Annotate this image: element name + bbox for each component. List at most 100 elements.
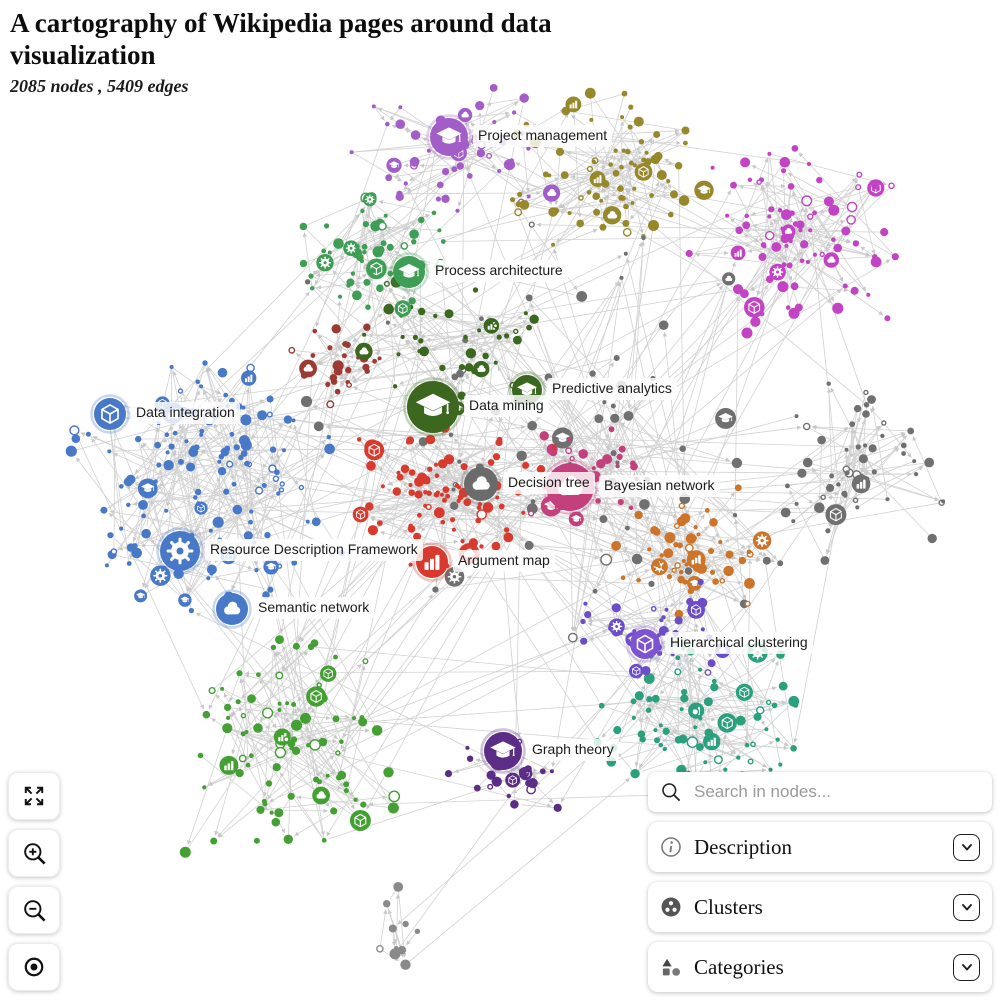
graph-node[interactable] bbox=[679, 707, 684, 712]
graph-node[interactable] bbox=[802, 457, 813, 468]
graph-node[interactable] bbox=[208, 528, 213, 533]
graph-node[interactable] bbox=[709, 518, 718, 527]
graph-node[interactable] bbox=[154, 441, 162, 449]
graph-node[interactable] bbox=[817, 435, 826, 445]
graph-node[interactable] bbox=[610, 450, 617, 457]
graph-node[interactable] bbox=[654, 737, 660, 744]
graph-node[interactable] bbox=[639, 499, 650, 510]
graph-node[interactable] bbox=[718, 539, 723, 545]
graph-node[interactable] bbox=[816, 176, 823, 184]
graph-node[interactable] bbox=[400, 242, 409, 250]
graph-node[interactable] bbox=[530, 499, 536, 504]
graph-node[interactable] bbox=[439, 364, 446, 372]
graph-node[interactable] bbox=[220, 686, 225, 691]
graph-label-hierarchical-clustering[interactable]: Hierarchical clustering bbox=[665, 632, 813, 654]
graph-node[interactable] bbox=[300, 712, 311, 724]
graph-node[interactable] bbox=[476, 505, 482, 511]
fullscreen-button[interactable] bbox=[8, 772, 60, 820]
graph-node[interactable] bbox=[742, 221, 751, 230]
graph-node[interactable] bbox=[217, 467, 227, 476]
graph-node[interactable] bbox=[119, 526, 124, 531]
graph-node[interactable] bbox=[941, 499, 946, 504]
categories-collapse-button[interactable] bbox=[953, 953, 980, 981]
graph-node[interactable] bbox=[844, 470, 850, 476]
graph-node[interactable] bbox=[812, 210, 817, 216]
graph-node[interactable] bbox=[709, 569, 716, 575]
graph-node[interactable] bbox=[552, 207, 560, 215]
graph-node[interactable] bbox=[173, 568, 184, 579]
graph-node[interactable] bbox=[539, 431, 549, 441]
graph-node[interactable] bbox=[617, 498, 624, 506]
graph-node[interactable] bbox=[141, 513, 147, 519]
graph-node[interactable] bbox=[364, 368, 370, 374]
graph-node[interactable] bbox=[486, 152, 493, 159]
graph-node[interactable] bbox=[780, 233, 790, 244]
graph-node[interactable] bbox=[336, 774, 342, 781]
graph-node[interactable] bbox=[311, 517, 321, 527]
graph-node[interactable] bbox=[661, 615, 666, 620]
graph-node[interactable] bbox=[282, 448, 286, 453]
graph-node[interactable] bbox=[611, 603, 621, 613]
graph-node[interactable] bbox=[402, 920, 409, 928]
graph-node[interactable] bbox=[622, 227, 632, 237]
graph-node[interactable] bbox=[496, 436, 503, 443]
graph-node[interactable] bbox=[444, 770, 453, 778]
graph-node[interactable] bbox=[274, 746, 287, 759]
graph-node[interactable] bbox=[780, 168, 787, 174]
graph-node[interactable] bbox=[440, 239, 446, 244]
graph-node[interactable] bbox=[350, 271, 356, 276]
graph-node[interactable] bbox=[697, 578, 704, 586]
graph-node[interactable] bbox=[863, 389, 869, 396]
graph-node[interactable] bbox=[241, 405, 246, 410]
graph-node[interactable] bbox=[528, 221, 535, 228]
graph-node[interactable] bbox=[475, 101, 485, 111]
graph-node[interactable] bbox=[826, 483, 834, 492]
graph-node[interactable] bbox=[255, 486, 264, 495]
graph-node[interactable] bbox=[610, 403, 616, 409]
graph-node[interactable] bbox=[800, 240, 809, 249]
graph-label-semantic-network[interactable]: Semantic network bbox=[253, 597, 375, 619]
graph-node[interactable] bbox=[791, 519, 796, 524]
graph-node[interactable] bbox=[666, 574, 673, 580]
graph-node[interactable] bbox=[291, 719, 303, 731]
graph-node[interactable] bbox=[832, 302, 844, 314]
graph-node[interactable] bbox=[223, 392, 229, 398]
graph-node[interactable] bbox=[464, 363, 474, 372]
graph-node[interactable] bbox=[468, 538, 478, 548]
graph-node[interactable] bbox=[521, 510, 526, 515]
graph-node[interactable] bbox=[408, 489, 416, 497]
graph-node[interactable] bbox=[388, 924, 397, 933]
graph-node[interactable] bbox=[624, 148, 631, 155]
graph-node[interactable] bbox=[767, 151, 772, 156]
graph-node[interactable] bbox=[734, 484, 742, 492]
graph-node[interactable] bbox=[385, 320, 390, 325]
graph-node[interactable] bbox=[787, 183, 795, 190]
graph-node[interactable] bbox=[846, 201, 858, 213]
graph-node[interactable] bbox=[414, 928, 421, 934]
graph-node[interactable] bbox=[239, 435, 250, 446]
graph-node[interactable] bbox=[661, 564, 668, 571]
graph-node[interactable] bbox=[516, 450, 527, 461]
graph-node[interactable] bbox=[451, 527, 456, 532]
graph-node[interactable] bbox=[671, 567, 677, 573]
graph-node[interactable] bbox=[290, 736, 298, 743]
graph-node[interactable] bbox=[841, 226, 851, 236]
graph-node[interactable] bbox=[275, 671, 284, 680]
graph-node[interactable] bbox=[445, 493, 451, 499]
graph-node[interactable] bbox=[444, 309, 454, 319]
graph-node[interactable] bbox=[855, 184, 862, 191]
graph-node[interactable] bbox=[387, 802, 399, 814]
graph-node[interactable] bbox=[419, 346, 429, 357]
graph-node[interactable] bbox=[278, 487, 285, 493]
graph-node[interactable] bbox=[678, 502, 685, 509]
graph-node[interactable] bbox=[627, 124, 633, 130]
graph-node[interactable] bbox=[184, 439, 189, 444]
graph-node[interactable] bbox=[681, 559, 686, 563]
graph-node[interactable] bbox=[523, 311, 528, 316]
graph-node[interactable] bbox=[659, 553, 664, 558]
graph-node[interactable] bbox=[343, 781, 350, 788]
graph-node[interactable] bbox=[283, 736, 290, 743]
graph-node[interactable] bbox=[576, 291, 588, 302]
graph-node[interactable] bbox=[639, 736, 646, 743]
graph-node[interactable] bbox=[805, 260, 810, 264]
